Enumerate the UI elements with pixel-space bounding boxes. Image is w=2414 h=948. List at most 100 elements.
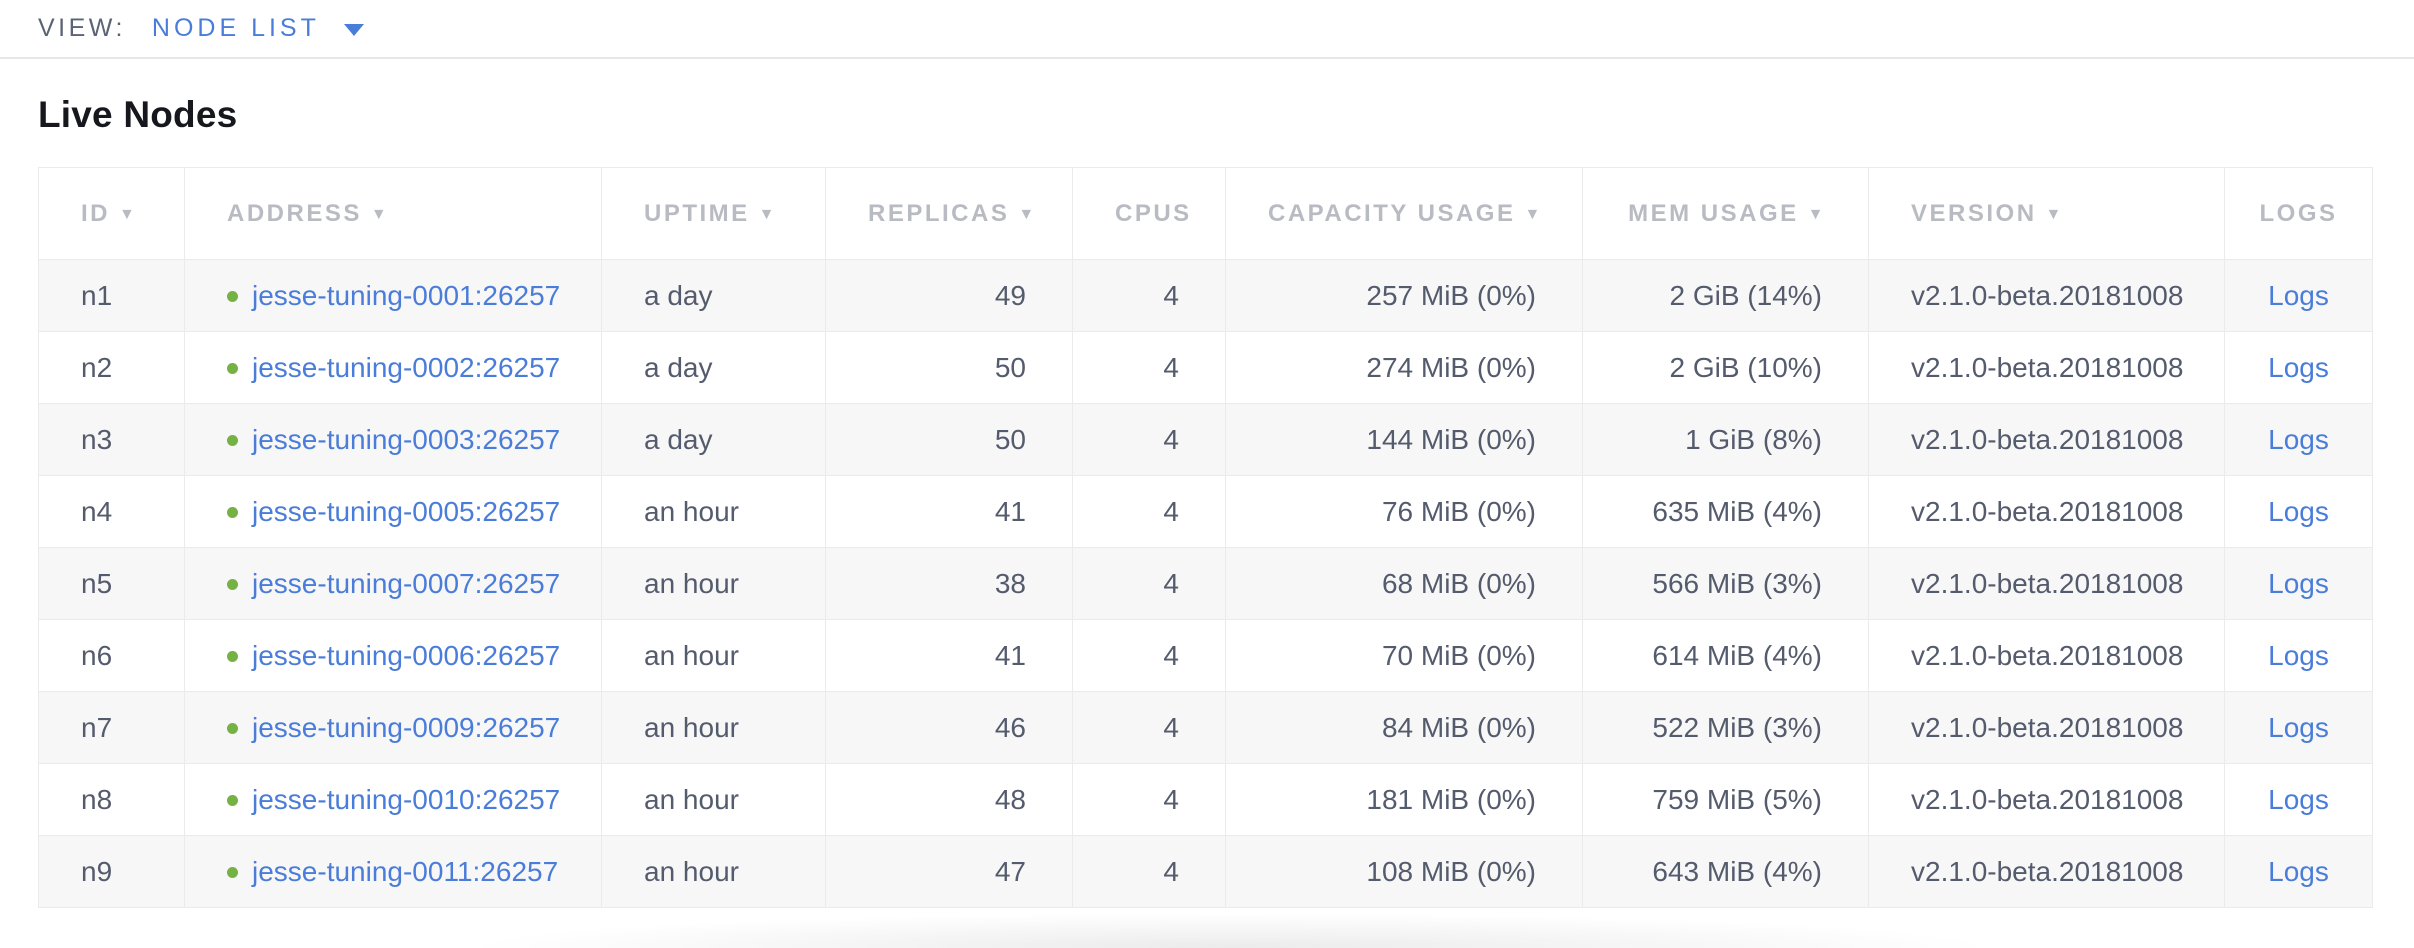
sort-desc-arrow-icon: ▼ (370, 205, 390, 223)
node-address-link[interactable]: jesse-tuning-0009:26257 (252, 711, 561, 743)
node-healthy-icon (227, 362, 238, 374)
column-label: CPUS (1115, 199, 1192, 227)
node-logs-link[interactable]: Logs (2268, 495, 2329, 527)
node-address-link[interactable]: jesse-tuning-0003:26257 (252, 423, 561, 455)
node-logs-cell: Logs (2224, 763, 2373, 836)
node-address-link[interactable]: jesse-tuning-0011:26257 (252, 855, 559, 887)
node-mem-usage-cell: 643 MiB (4%) (1582, 835, 1869, 908)
node-id-cell: n3 (38, 403, 185, 476)
node-cpus-cell: 4 (1072, 259, 1226, 332)
column-label: UPTIME (644, 199, 750, 227)
table-header: ID ▼ ADDRESS ▼ UPTIME ▼ REPLICAS ▼ CPUS CAPACITY … (38, 167, 2373, 260)
node-capacity-usage-cell: 84 MiB (0%) (1225, 691, 1583, 764)
view-bar: VIEW: NODE LIST (0, 0, 2414, 59)
node-logs-link[interactable]: Logs (2268, 711, 2329, 743)
node-logs-link[interactable]: Logs (2268, 567, 2329, 599)
node-cpus-cell: 4 (1072, 547, 1226, 620)
column-header-uptime[interactable]: UPTIME ▼ (601, 167, 826, 260)
node-id-cell: n1 (38, 259, 185, 332)
node-logs-link[interactable]: Logs (2268, 279, 2329, 311)
node-replicas-cell: 50 (825, 403, 1073, 476)
column-header-address[interactable]: ADDRESS ▼ (184, 167, 602, 260)
column-header-mem[interactable]: MEM USAGE ▼ (1582, 167, 1869, 260)
node-mem-usage-cell: 566 MiB (3%) (1582, 547, 1869, 620)
node-id-cell: n9 (38, 835, 185, 908)
node-address-cell: jesse-tuning-0006:26257 (184, 619, 602, 692)
node-address-cell: jesse-tuning-0003:26257 (184, 403, 602, 476)
node-address-link[interactable]: jesse-tuning-0002:26257 (252, 351, 561, 383)
chevron-down-icon (343, 23, 364, 36)
node-cpus-cell: 4 (1072, 331, 1226, 404)
node-version-cell: v2.1.0-beta.20181008 (1868, 331, 2225, 404)
node-id-cell: n8 (38, 763, 185, 836)
node-cpus-cell: 4 (1072, 763, 1226, 836)
node-logs-cell: Logs (2224, 259, 2373, 332)
node-address-cell: jesse-tuning-0009:26257 (184, 691, 602, 764)
node-logs-link[interactable]: Logs (2268, 783, 2329, 815)
sort-desc-arrow-icon: ▼ (1018, 205, 1037, 223)
node-uptime-cell: an hour (601, 619, 826, 692)
node-id-cell: n7 (38, 691, 185, 764)
node-version-cell: v2.1.0-beta.20181008 (1868, 835, 2225, 908)
node-replicas-cell: 46 (825, 691, 1073, 764)
node-id-cell: n5 (38, 547, 185, 620)
column-label: ID (81, 199, 110, 227)
node-cpus-cell: 4 (1072, 835, 1226, 908)
column-header-id[interactable]: ID ▼ (38, 167, 185, 260)
node-address-link[interactable]: jesse-tuning-0005:26257 (252, 495, 561, 527)
node-healthy-icon (227, 650, 238, 662)
node-version-cell: v2.1.0-beta.20181008 (1868, 403, 2225, 476)
column-header-capacity[interactable]: CAPACITY USAGE ▼ (1225, 167, 1583, 260)
page-title: Live Nodes (38, 94, 238, 135)
table-row: n4 jesse-tuning-0005:26257 an hour 41 4 … (38, 475, 2373, 548)
table-row: n7 jesse-tuning-0009:26257 an hour 46 4 … (38, 691, 2373, 764)
table-row: n2 jesse-tuning-0002:26257 a day 50 4 27… (38, 331, 2373, 404)
node-address-cell: jesse-tuning-0010:26257 (184, 763, 602, 836)
node-address-link[interactable]: jesse-tuning-0006:26257 (252, 639, 561, 671)
node-replicas-cell: 38 (825, 547, 1073, 620)
node-address-link[interactable]: jesse-tuning-0007:26257 (252, 567, 561, 599)
node-version-cell: v2.1.0-beta.20181008 (1868, 475, 2225, 548)
sort-desc-arrow-icon: ▼ (119, 205, 138, 223)
node-replicas-cell: 48 (825, 763, 1073, 836)
node-capacity-usage-cell: 108 MiB (0%) (1225, 835, 1583, 908)
node-mem-usage-cell: 1 GiB (8%) (1582, 403, 1869, 476)
node-healthy-icon (227, 794, 238, 806)
node-replicas-cell: 47 (825, 835, 1073, 908)
node-logs-link[interactable]: Logs (2268, 639, 2329, 671)
node-mem-usage-cell: 2 GiB (10%) (1582, 331, 1869, 404)
table-row: n1 jesse-tuning-0001:26257 a day 49 4 25… (38, 259, 2373, 332)
node-mem-usage-cell: 635 MiB (4%) (1582, 475, 1869, 548)
node-logs-cell: Logs (2224, 331, 2373, 404)
table-row: n3 jesse-tuning-0003:26257 a day 50 4 14… (38, 403, 2373, 476)
node-logs-cell: Logs (2224, 403, 2373, 476)
column-header-cpus: CPUS (1072, 167, 1226, 260)
node-uptime-cell: an hour (601, 763, 826, 836)
table-row: n9 jesse-tuning-0011:26257 an hour 47 4 … (38, 835, 2373, 908)
node-uptime-cell: a day (601, 259, 826, 332)
table-header-row: ID ▼ ADDRESS ▼ UPTIME ▼ REPLICAS ▼ CPUS CAPACITY … (38, 167, 2373, 260)
node-uptime-cell: a day (601, 403, 826, 476)
node-address-cell: jesse-tuning-0007:26257 (184, 547, 602, 620)
node-logs-link[interactable]: Logs (2268, 351, 2329, 383)
node-healthy-icon (227, 722, 238, 734)
node-uptime-cell: an hour (601, 835, 826, 908)
node-address-link[interactable]: jesse-tuning-0001:26257 (252, 279, 561, 311)
node-version-cell: v2.1.0-beta.20181008 (1868, 763, 2225, 836)
node-healthy-icon (227, 434, 238, 446)
node-logs-link[interactable]: Logs (2268, 423, 2329, 455)
node-cpus-cell: 4 (1072, 403, 1226, 476)
node-address-link[interactable]: jesse-tuning-0010:26257 (252, 783, 561, 815)
column-label: CAPACITY USAGE (1268, 199, 1516, 227)
view-label: VIEW: (38, 14, 126, 42)
node-id-cell: n4 (38, 475, 185, 548)
sort-desc-arrow-icon: ▼ (758, 205, 778, 223)
view-selector-dropdown[interactable]: NODE LIST (152, 14, 364, 43)
main-content: Live Nodes ID ▼ ADDRESS ▼ UPTIME ▼ REPLICAS ▼ CP… (0, 93, 2414, 908)
view-selected-value: NODE LIST (151, 14, 320, 42)
node-uptime-cell: an hour (601, 475, 826, 548)
node-logs-link[interactable]: Logs (2268, 855, 2329, 887)
column-header-version[interactable]: VERSION ▼ (1868, 167, 2225, 260)
node-replicas-cell: 49 (825, 259, 1073, 332)
column-header-replicas[interactable]: REPLICAS ▼ (825, 167, 1073, 260)
